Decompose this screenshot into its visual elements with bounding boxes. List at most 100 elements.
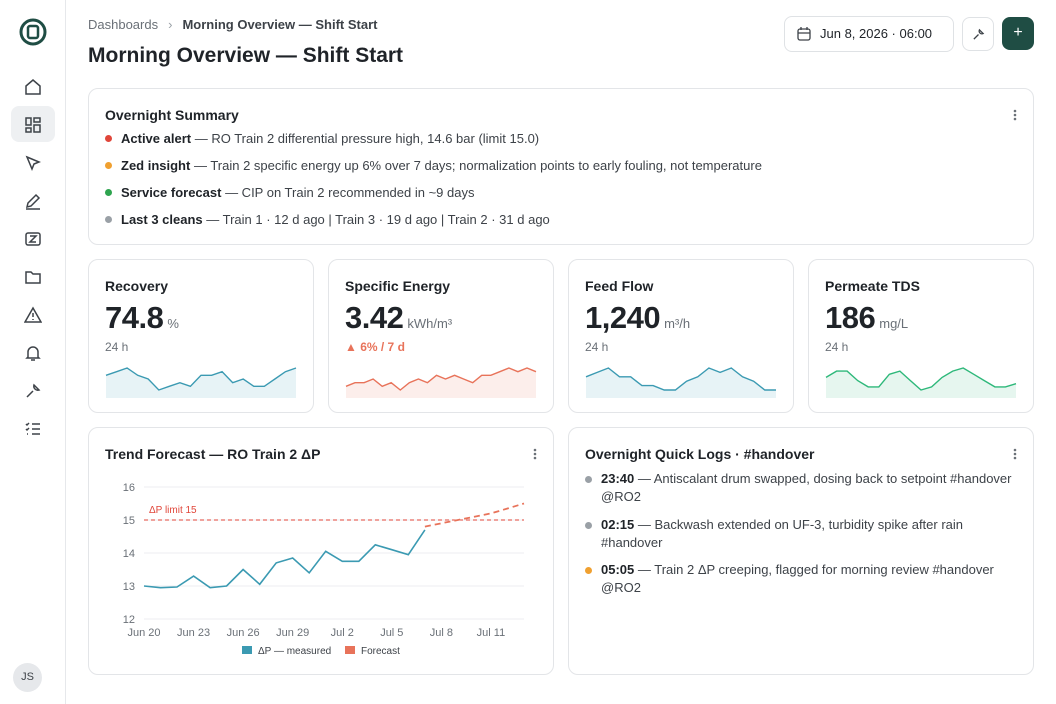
sparkline-area: [586, 368, 776, 398]
legend-swatch: [242, 646, 252, 654]
series-line: [424, 502, 525, 528]
y-tick-label: 14: [123, 548, 135, 560]
status-dot: [105, 135, 112, 142]
nav-folder[interactable]: [24, 268, 42, 286]
log-text: — Train 2 ΔP creeping, flagged for morni…: [601, 562, 994, 595]
log-entry: 05:05 — Train 2 ΔP creeping, flagged for…: [585, 561, 1021, 597]
sparkline-line: [105, 367, 297, 391]
kpi-unit: %: [167, 316, 179, 331]
status-dot: [105, 216, 112, 223]
nav-z[interactable]: [24, 230, 42, 248]
y-tick-label: 15: [123, 515, 135, 527]
y-tick-label: 16: [123, 482, 135, 494]
kpi-card: Recovery 74.8% 24 h: [88, 259, 314, 413]
summary-item: Last 3 cleans — Train 1 · 12 d ago | Tra…: [105, 212, 550, 227]
kpi-unit: kWh/m³: [407, 316, 453, 331]
sparkline: [105, 367, 297, 398]
kpi-value: 74.8%: [105, 300, 179, 336]
legend-label: ΔP — measured: [258, 646, 331, 657]
user-avatar[interactable]: JS: [13, 663, 42, 692]
item-text: — Train 2 specific energy up 6% over 7 d…: [190, 158, 762, 173]
log-time: 23:40: [601, 471, 635, 486]
kpi-sub: ▲ 6% / 7 d: [345, 340, 405, 354]
item-label: Service forecast: [121, 185, 222, 200]
nav-dashboards[interactable]: [24, 116, 42, 134]
kpi-label: Recovery: [105, 278, 169, 294]
nav-tasks[interactable]: [24, 420, 42, 438]
nav-edit[interactable]: [24, 192, 42, 210]
kpi-value: 1,240 m³/h: [585, 300, 690, 336]
kpi-number: 3.42: [345, 300, 404, 335]
sparkline-line: [585, 367, 776, 391]
breadcrumb: Dashboards › Morning Overview — Shift Star…: [88, 17, 378, 32]
kpi-card: Feed Flow 1,240 m³/h 24 h: [568, 259, 794, 413]
page-title: Morning Overview — Shift Start: [88, 44, 404, 67]
sparkline: [585, 367, 776, 398]
kpi-label: Feed Flow: [585, 278, 654, 294]
kpi-value: 3.42 kWh/m³: [345, 300, 452, 336]
breadcrumb-current: Morning Overview — Shift Start: [182, 17, 378, 32]
kpi-sub: 24 h: [825, 340, 849, 354]
item-text: — Train 1 · 12 d ago | Train 3 · 19 d ag…: [202, 212, 550, 227]
legend-swatch: [345, 646, 355, 654]
x-tick-label: Jun 29: [276, 627, 309, 639]
sparkline: [345, 367, 537, 398]
limit-label: ΔP limit 15: [149, 505, 197, 516]
nav-bell[interactable]: [24, 344, 42, 362]
kpi-unit: m³/h: [664, 316, 691, 331]
nav-home[interactable]: [24, 78, 42, 96]
log-text: — Backwash extended on UF-3, turbidity s…: [601, 516, 964, 550]
item-label: Active alert: [121, 131, 192, 146]
item-text: — RO Train 2 differential pressure high,…: [191, 131, 540, 146]
breadcrumb-parent[interactable]: Dashboards: [88, 17, 159, 32]
nav-cursor[interactable]: [24, 154, 42, 172]
kpi-value: 186 mg/L: [825, 300, 908, 336]
kpi-card: Specific Energy 3.42 kWh/m³ ▲ 6% / 7 d: [328, 259, 554, 413]
date-picker[interactable]: Jun 8, 2026 · 06:00: [784, 16, 954, 52]
menu[interactable]: [1013, 448, 1017, 460]
summary-item: Zed insight — Train 2 specific energy up…: [105, 158, 762, 173]
trend-chart: 12 13 14 15 16 Jun 20 Jun 23 Jun 26 Jun 29 Jul 2 J…: [123, 482, 525, 657]
nav-alerts[interactable]: [24, 306, 42, 324]
log-entry: 02:15 — Backwash extended on UF-3, turbi…: [585, 516, 1021, 552]
menu[interactable]: [1013, 109, 1017, 121]
x-tick-label: Jul 8: [430, 627, 453, 639]
item-label: Zed insight: [121, 158, 191, 173]
card-title: Overnight Summary: [105, 107, 239, 123]
nav-tools[interactable]: [24, 382, 42, 400]
kpi-unit: mg/L: [879, 316, 909, 331]
kpi-sub: 24 h: [585, 340, 609, 354]
x-tick-label: Jul 2: [331, 627, 354, 639]
log-time: 05:05: [601, 562, 635, 577]
summary-card: Overnight Summary Active alert — RO Trai…: [88, 88, 1034, 245]
nav-active: [11, 106, 55, 142]
kpi-number: 186: [825, 300, 876, 335]
sparkline-area: [346, 368, 536, 398]
log-text: — Antiscalant drum swapped, dosing back …: [601, 471, 1012, 504]
log-entry: 23:40 — Antiscalant drum swapped, dosing…: [585, 470, 1021, 506]
menu[interactable]: [533, 448, 537, 460]
status-dot: [105, 162, 112, 169]
x-tick-label: Jul 11: [477, 627, 506, 639]
sparkline: [825, 367, 1017, 398]
legend-label: Forecast: [361, 646, 400, 657]
sidebar: JS: [0, 0, 66, 704]
y-tick-label: 13: [123, 581, 135, 593]
kpi-label: Permeate TDS: [825, 278, 920, 294]
logs-card: Overnight Quick Logs · #handover 23:40 —…: [568, 427, 1034, 675]
trend-card: Trend Forecast — RO Train 2 ΔP 12 13 14 15 1…: [88, 427, 554, 675]
x-tick-label: Jun 23: [177, 627, 210, 639]
sparkline-area: [106, 368, 296, 398]
summary-item: Service forecast — CIP on Train 2 recomm…: [105, 185, 474, 200]
kpi-number: 74.8: [105, 300, 164, 335]
log-time: 02:15: [601, 516, 635, 532]
status-dot: [585, 476, 592, 483]
logo[interactable]: [19, 18, 47, 46]
add-button[interactable]: +: [1002, 17, 1034, 50]
sparkline-line: [825, 367, 1017, 391]
item-label: Last 3 cleans: [121, 212, 203, 227]
x-tick-label: Jun 26: [227, 627, 260, 639]
settings-button[interactable]: [962, 17, 994, 51]
x-tick-label: Jul 5: [380, 627, 403, 639]
